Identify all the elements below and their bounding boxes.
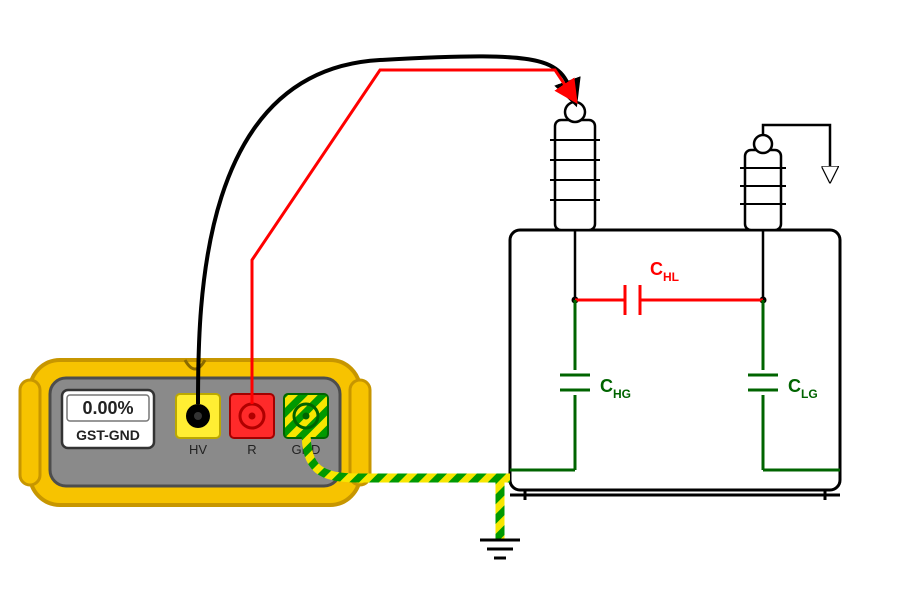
port-hv-label: HV [189, 442, 207, 457]
earth-symbol [480, 540, 520, 558]
port-r-label: R [247, 442, 256, 457]
circuit-diagram: 0.00% GST-GND HV R GND [0, 0, 900, 600]
specimen: CHL CHG CLG [510, 102, 840, 500]
display-mode: GST-GND [76, 427, 140, 443]
display-value: 0.00% [82, 398, 133, 418]
test-instrument: 0.00% GST-GND HV R GND [20, 360, 370, 505]
instrument-display: 0.00% GST-GND [62, 390, 154, 448]
